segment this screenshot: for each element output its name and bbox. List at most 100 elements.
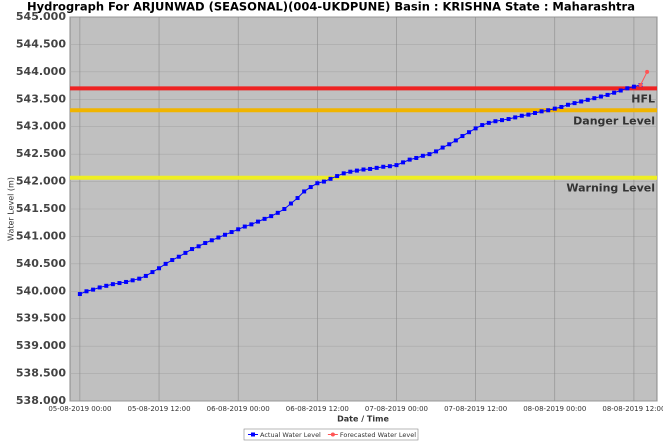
data-point [77, 292, 82, 297]
data-point [328, 176, 333, 181]
reference-label: Warning Level [566, 182, 655, 195]
data-point [348, 169, 353, 174]
data-point [552, 106, 557, 111]
y-tick-label: 545.000 [16, 10, 66, 23]
data-point [308, 185, 313, 190]
y-tick-label: 539.500 [16, 312, 66, 325]
x-tick-label: 08-08-2019 12:00 [602, 405, 663, 413]
data-point [565, 102, 570, 107]
data-point [117, 281, 122, 286]
data-point [249, 222, 254, 227]
data-point [341, 171, 346, 176]
data-point [500, 118, 505, 123]
data-point [572, 101, 577, 106]
data-point [519, 113, 524, 118]
y-tick-label: 540.000 [16, 284, 66, 297]
data-point [335, 174, 340, 179]
y-axis-label: Water Level (m) [7, 177, 16, 241]
data-point [190, 247, 195, 252]
data-point [447, 142, 452, 147]
data-point [605, 92, 610, 97]
y-tick-label: 544.000 [16, 65, 66, 78]
data-point [229, 230, 234, 235]
data-point [209, 238, 214, 243]
legend-label: Forecasted Water Level [340, 431, 416, 439]
data-point [387, 164, 392, 169]
data-point [374, 165, 379, 170]
data-point [262, 216, 267, 221]
data-point [420, 153, 425, 158]
data-point [559, 104, 564, 109]
data-point [546, 108, 551, 113]
data-point [625, 86, 630, 91]
data-point [467, 130, 472, 135]
data-point [157, 266, 162, 271]
y-tick-label: 543.500 [16, 92, 66, 105]
data-point [203, 241, 208, 246]
data-point [592, 96, 597, 101]
legend-marker [330, 432, 335, 437]
y-tick-label: 543.000 [16, 120, 66, 133]
data-point [315, 181, 320, 186]
x-tick-label: 05-08-2019 00:00 [48, 405, 111, 413]
data-point [222, 232, 227, 237]
y-tick-label: 541.000 [16, 229, 66, 242]
data-point [427, 152, 432, 157]
data-point [137, 276, 142, 281]
data-point [196, 244, 201, 249]
data-point [579, 99, 584, 104]
data-point [275, 210, 280, 215]
reference-label: Danger Level [573, 114, 655, 127]
data-point [598, 94, 603, 99]
data-point [473, 126, 478, 131]
y-tick-label: 540.500 [16, 257, 66, 270]
y-tick-label: 538.500 [16, 367, 66, 380]
data-point [150, 270, 155, 275]
y-tick-label: 542.000 [16, 175, 66, 188]
data-point [407, 157, 412, 162]
data-point [486, 120, 491, 125]
data-point [381, 164, 386, 169]
data-point [585, 97, 590, 102]
data-point [506, 117, 511, 122]
data-point [361, 167, 366, 172]
data-point [618, 88, 623, 93]
data-point [295, 196, 300, 201]
data-point [124, 279, 129, 284]
data-point [434, 149, 439, 154]
reference-label: HFL [631, 92, 655, 105]
data-point [255, 219, 260, 224]
data-point [84, 289, 89, 294]
data-point [321, 179, 326, 184]
data-point [163, 261, 168, 266]
data-point [242, 224, 247, 229]
data-point [414, 155, 419, 160]
y-tick-label: 544.500 [16, 37, 66, 50]
data-point [401, 160, 406, 165]
data-point [645, 69, 650, 74]
data-point [91, 287, 96, 292]
data-point [453, 138, 458, 143]
data-point [493, 119, 498, 124]
data-point [282, 207, 287, 211]
x-tick-label: 07-08-2019 12:00 [444, 405, 507, 413]
legend-marker [251, 432, 255, 437]
y-tick-label: 538.000 [16, 394, 66, 407]
legend: Actual Water Level Forecasted Water Level [243, 428, 419, 441]
data-point [288, 201, 293, 206]
data-point [638, 83, 643, 88]
x-tick-label: 05-08-2019 12:00 [127, 405, 190, 413]
y-tick-label: 542.500 [16, 147, 66, 160]
data-point [216, 235, 221, 240]
data-point [143, 273, 148, 278]
x-tick-label: 06-08-2019 00:00 [207, 405, 270, 413]
y-tick-label: 539.000 [16, 339, 66, 352]
data-point [394, 163, 399, 168]
data-point [539, 109, 544, 114]
data-point [97, 285, 102, 290]
data-point [130, 278, 135, 283]
data-point [440, 145, 445, 150]
data-point [176, 254, 181, 259]
x-axis-label: Date / Time [337, 415, 389, 424]
data-point [236, 227, 241, 232]
